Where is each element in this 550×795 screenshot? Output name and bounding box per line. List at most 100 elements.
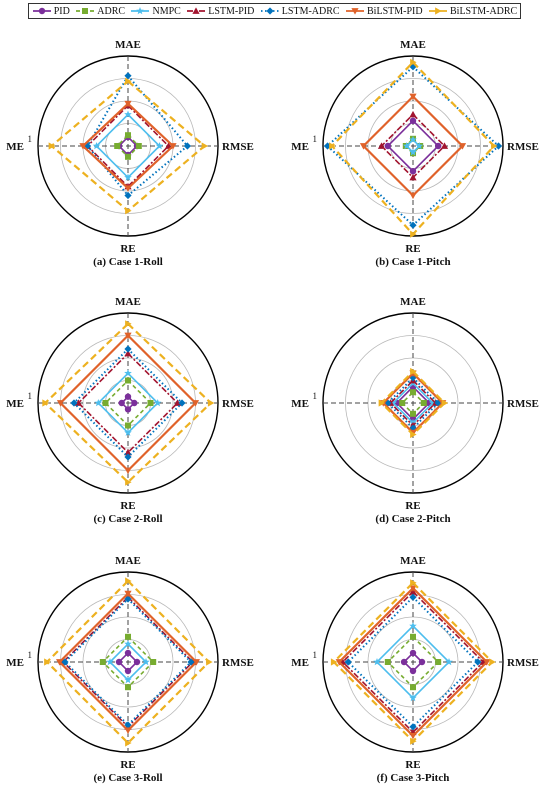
point-adrc-me — [114, 143, 121, 149]
point-nmpc-re — [409, 148, 417, 156]
point-lstm-pid-mae — [409, 110, 417, 118]
point-bilstm-pid-rmse — [169, 143, 177, 150]
point-adrc-rmse — [135, 143, 142, 149]
axis-label-mae: MAE — [115, 39, 141, 51]
point-lstm-adrc-me — [70, 399, 78, 407]
legend-label: LSTM-PID — [208, 5, 255, 17]
legend: PID ADRC NMPC LSTM-PID LSTM-ADRC BiLSTM-PID Bi… — [28, 3, 521, 19]
point-pid-rmse — [435, 142, 442, 150]
radius-tick-label: 1 — [28, 391, 33, 401]
point-nmpc-me — [92, 142, 101, 150]
legend-marker-adrc — [82, 8, 89, 14]
point-bilstm-adrc-mae — [125, 320, 132, 328]
legend-marker-bilstm-pid — [351, 8, 359, 15]
point-adrc-re — [125, 153, 131, 160]
point-bilstm-adrc-me — [330, 658, 338, 666]
point-bilstm-adrc-mae — [410, 579, 417, 587]
point-lstm-adrc-rmse — [474, 658, 482, 666]
point-pid-me — [384, 142, 391, 150]
point-pid-me — [400, 658, 408, 666]
radar-panel-3: MAE RMSE RE ME 1 (c) Case 2-Roll — [6, 296, 254, 525]
point-lstm-adrc-rmse — [187, 658, 195, 666]
axis-label-re: RE — [120, 243, 135, 255]
point-bilstm-adrc-me — [44, 658, 51, 666]
point-pid-mae — [409, 117, 417, 125]
axis-label-mae: MAE — [400, 39, 426, 51]
point-nmpc-mae — [409, 135, 417, 143]
point-adrc-me — [384, 659, 391, 665]
panel-title: (b) Case 1-Pitch — [375, 256, 450, 268]
series-lstm-adrc — [346, 595, 480, 729]
point-nmpc-me — [106, 658, 114, 666]
radar-panel-4: MAE RMSE RE ME 1 (d) Case 2-Pitch — [291, 296, 539, 525]
point-nmpc-me — [94, 399, 103, 407]
point-lstm-adrc-mae — [124, 595, 132, 603]
point-lstm-pid-me — [377, 142, 386, 149]
legend-item-bilstm-pid: BiLSTM-PID — [345, 6, 423, 17]
point-adrc-me — [399, 400, 406, 406]
point-adrc-rmse — [420, 400, 427, 406]
point-pid-re — [124, 667, 132, 675]
point-bilstm-adrc-rmse — [201, 142, 209, 150]
panel-title: (f) Case 3-Pitch — [377, 772, 450, 784]
point-adrc-rmse — [435, 659, 442, 665]
axis-label-rmse: RMSE — [222, 657, 254, 669]
point-pid-rmse — [131, 399, 138, 407]
point-bilstm-pid-re — [124, 727, 132, 734]
point-pid-mae — [124, 649, 132, 657]
point-lstm-adrc-rmse — [183, 142, 191, 150]
legend-label: BiLSTM-PID — [367, 5, 423, 17]
point-lstm-adrc-re — [124, 191, 132, 200]
point-nmpc-me — [402, 142, 411, 150]
point-adrc-re — [410, 684, 416, 691]
point-lstm-adrc-me — [61, 658, 69, 666]
point-adrc-me — [99, 659, 106, 665]
point-bilstm-pid-rmse — [483, 659, 491, 666]
radius-tick-label: 1 — [28, 650, 33, 660]
point-adrc-re — [125, 422, 131, 429]
point-bilstm-adrc-me — [42, 399, 49, 407]
legend-label: LSTM-ADRC — [281, 5, 340, 17]
point-nmpc-me — [373, 658, 381, 666]
point-lstm-pid-me — [74, 399, 83, 406]
point-adrc-re — [125, 684, 131, 691]
legend-swatch-lstm-adrc — [260, 7, 279, 15]
point-lstm-adrc-re — [409, 221, 417, 229]
point-bilstm-pid-me — [79, 143, 87, 150]
point-bilstm-pid-me — [335, 659, 343, 666]
point-bilstm-pid-re — [124, 185, 132, 192]
radius-tick-label: 1 — [313, 134, 318, 144]
radar-panel-2: MAE RMSE RE ME 1 (b) Case 1-Pitch — [291, 39, 539, 268]
point-lstm-adrc-re — [409, 723, 417, 731]
point-lstm-adrc-re — [124, 721, 132, 729]
point-pid-re — [124, 406, 132, 413]
point-adrc-mae — [410, 633, 416, 640]
legend-label: BiLSTM-ADRC — [450, 5, 518, 17]
point-pid-rmse — [418, 658, 426, 666]
axis-label-rmse: RMSE — [507, 657, 539, 669]
point-nmpc-rmse — [155, 142, 164, 150]
point-bilstm-adrc-re — [410, 737, 417, 745]
legend-marker-nmpc — [136, 7, 145, 15]
point-bilstm-pid-rmse — [191, 400, 200, 407]
legend-item-lstm-pid: LSTM-PID — [186, 6, 254, 17]
legend-item-nmpc: NMPC — [130, 6, 181, 17]
legend-marker-lstm-pid — [192, 7, 200, 14]
axis-label-me: ME — [291, 657, 309, 669]
axis-label-mae: MAE — [115, 555, 141, 567]
panel-title: (c) Case 2-Roll — [93, 513, 162, 525]
point-pid-me — [115, 658, 123, 666]
point-bilstm-adrc-mae — [125, 77, 132, 85]
point-nmpc-mae — [124, 110, 132, 118]
point-lstm-pid-mae — [124, 349, 132, 357]
point-pid-mae — [124, 393, 132, 400]
axis-label-re: RE — [405, 243, 420, 255]
axis-label-rmse: RMSE — [222, 398, 254, 410]
point-pid-re — [409, 667, 417, 675]
point-nmpc-rmse — [445, 658, 453, 666]
axis-label-me: ME — [6, 657, 24, 669]
point-bilstm-pid-me — [56, 400, 65, 407]
point-lstm-adrc-me — [83, 142, 92, 150]
radar-panel-6: MAE RMSE RE ME 1 (f) Case 3-Pitch — [291, 555, 539, 784]
point-bilstm-adrc-mae — [125, 577, 132, 585]
